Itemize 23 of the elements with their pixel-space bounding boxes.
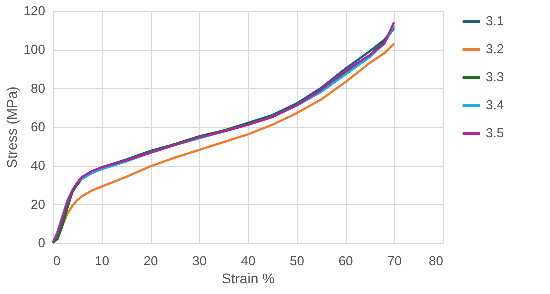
legend-label: 3.3 bbox=[486, 70, 504, 84]
y-tick-label: 20 bbox=[31, 196, 46, 212]
legend-label: 3.2 bbox=[486, 42, 504, 56]
x-axis-title: Strain % bbox=[222, 270, 275, 286]
y-tick-label: 40 bbox=[31, 158, 46, 174]
legend-label: 3.4 bbox=[486, 98, 504, 112]
x-tick-label: 0 bbox=[54, 254, 61, 268]
x-tick-label: 10 bbox=[95, 254, 110, 268]
y-tick-label: 60 bbox=[31, 120, 46, 134]
y-tick-label: 100 bbox=[24, 42, 46, 58]
legend-label: 3.5 bbox=[486, 126, 504, 140]
x-tick-label: 50 bbox=[290, 254, 304, 268]
x-tick-label: 60 bbox=[338, 254, 354, 268]
y-axis-title: Stress (MPa) bbox=[4, 86, 20, 168]
x-tick-label: 70 bbox=[388, 254, 402, 268]
y-tick-label: 80 bbox=[31, 80, 46, 96]
x-tick-label: 30 bbox=[192, 254, 207, 268]
y-tick-label: 0 bbox=[38, 236, 46, 250]
x-tick-label: 80 bbox=[429, 254, 444, 268]
x-tick-label: 40 bbox=[241, 254, 256, 268]
y-tick-label: 120 bbox=[24, 4, 46, 18]
legend-label: 3.1 bbox=[486, 14, 504, 28]
x-tick-label: 20 bbox=[144, 254, 158, 268]
